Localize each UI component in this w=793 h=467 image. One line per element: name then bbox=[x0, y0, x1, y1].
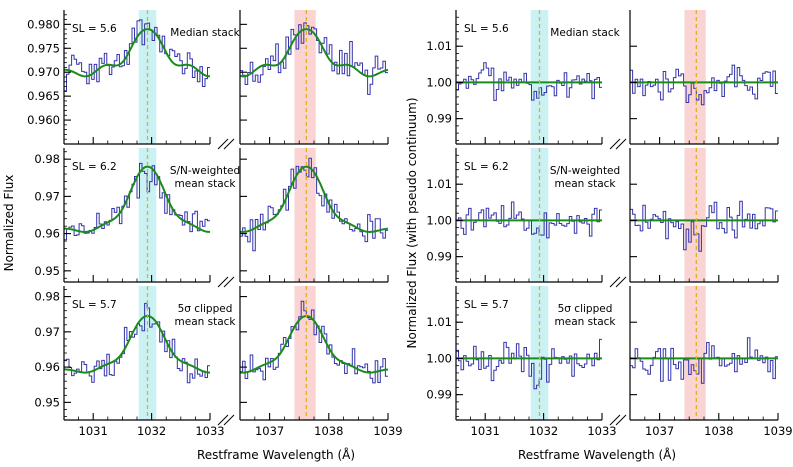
method-label: 5σ clipped bbox=[558, 303, 613, 315]
y-tick-label: 0.965 bbox=[27, 89, 60, 103]
y-tick-label: 0.96 bbox=[34, 227, 60, 241]
axis-break-mark bbox=[223, 414, 235, 426]
axis-break-mark bbox=[217, 414, 229, 426]
method-label-line2: mean stack bbox=[555, 316, 617, 328]
spectrum-line bbox=[456, 338, 602, 390]
x-tick-label: 1033 bbox=[195, 424, 224, 438]
significance-label: SL = 6.2 bbox=[72, 161, 117, 173]
axis-break-mark bbox=[615, 414, 627, 426]
fit-line bbox=[239, 315, 389, 374]
fit-line bbox=[239, 28, 389, 78]
spectrum-line bbox=[456, 201, 602, 239]
axis-break-mark bbox=[217, 276, 229, 288]
y-tick-label: 0.970 bbox=[27, 65, 60, 79]
panel-right-row2-seg1: 0.99 1.00 1.01 bbox=[426, 148, 627, 288]
x-tick-label: 1032 bbox=[529, 424, 558, 438]
axis-break-mark bbox=[217, 138, 229, 150]
axis-break-mark bbox=[615, 276, 627, 288]
y-tick-label: 1.00 bbox=[426, 351, 452, 365]
shaded-band bbox=[294, 148, 316, 282]
shaded-band bbox=[294, 286, 316, 420]
fit-line bbox=[239, 165, 389, 234]
panel-left-row3-seg2: 1037 1038 1039 bbox=[239, 286, 403, 438]
significance-label: SL = 6.2 bbox=[464, 161, 509, 173]
x-tick-label: 1033 bbox=[587, 424, 616, 438]
y-axis-title-right: Normalized Flux (with pseudo continuum) bbox=[405, 98, 419, 349]
significance-label: SL = 5.7 bbox=[72, 299, 117, 311]
shaded-band bbox=[684, 148, 706, 282]
y-tick-label: 0.97 bbox=[34, 189, 60, 203]
panel-left-row1-seg1: 0.960 0.965 0.970 0.975 0.980 bbox=[27, 10, 235, 150]
x-tick-label: 1039 bbox=[373, 424, 402, 438]
x-axis-title-right: Restframe Wavelength (Å) bbox=[518, 447, 676, 462]
panel-right-row3-seg2: 1037 1038 1039 bbox=[629, 286, 793, 438]
panels-layer: 0.960 0.965 0.970 0.975 0.980 SL = 5.6 Median … bbox=[27, 10, 793, 438]
method-label: Median stack bbox=[550, 27, 620, 39]
method-label-line2: mean stack bbox=[175, 316, 237, 328]
panel-left-row2-seg2 bbox=[239, 148, 389, 283]
method-label: S/N-weighted bbox=[550, 165, 620, 177]
x-tick-label: 1038 bbox=[704, 424, 733, 438]
spectrum-line bbox=[64, 19, 210, 92]
fit-line bbox=[64, 165, 211, 234]
method-label: 5σ clipped bbox=[178, 303, 233, 315]
y-tick-label: 0.95 bbox=[34, 395, 60, 409]
axis-break-mark bbox=[615, 138, 627, 150]
spectrum-line bbox=[630, 200, 778, 252]
x-tick-label: 1031 bbox=[79, 424, 108, 438]
method-label: Median stack bbox=[170, 27, 240, 39]
significance-label: SL = 5.6 bbox=[72, 23, 117, 35]
y-tick-label: 1.01 bbox=[426, 177, 452, 191]
y-tick-label: 0.960 bbox=[27, 113, 60, 127]
method-label-line2: mean stack bbox=[555, 178, 617, 190]
shaded-band bbox=[684, 10, 706, 144]
y-tick-label: 0.95 bbox=[34, 264, 60, 278]
significance-label: SL = 5.7 bbox=[464, 299, 509, 311]
method-label: S/N-weighted bbox=[170, 165, 240, 177]
y-tick-label: 0.99 bbox=[426, 112, 452, 126]
panel-left-row2-seg1: 0.95 0.96 0.97 0.98 bbox=[34, 148, 235, 288]
panel-right-row1-seg1: 0.99 1.00 1.01 bbox=[426, 10, 627, 150]
y-tick-label: 0.98 bbox=[34, 290, 60, 304]
y-tick-label: 1.00 bbox=[426, 75, 452, 89]
axis-break-mark bbox=[609, 138, 621, 150]
panel-left-row1-seg2 bbox=[239, 10, 389, 145]
axis-break-mark bbox=[223, 138, 235, 150]
x-tick-label: 1037 bbox=[645, 424, 674, 438]
x-tick-label: 1032 bbox=[137, 424, 166, 438]
panel-right-row3-seg1: 0.99 1.00 1.01 1031 1032 1033 bbox=[426, 286, 627, 438]
x-axis-title-left: Restframe Wavelength (Å) bbox=[197, 447, 355, 462]
significance-label: SL = 5.6 bbox=[464, 23, 509, 35]
y-tick-label: 1.00 bbox=[426, 213, 452, 227]
y-tick-label: 0.975 bbox=[27, 41, 60, 55]
y-axis-title-left: Normalized Flux bbox=[2, 175, 16, 272]
spectrum-line bbox=[64, 162, 210, 241]
y-tick-label: 0.98 bbox=[34, 152, 60, 166]
x-tick-label: 1031 bbox=[471, 424, 500, 438]
axis-break-mark bbox=[223, 276, 235, 288]
shaded-band bbox=[294, 10, 316, 144]
y-tick-label: 0.99 bbox=[426, 250, 452, 264]
fit-line bbox=[64, 315, 210, 374]
y-tick-label: 1.01 bbox=[426, 315, 452, 329]
x-tick-label: 1037 bbox=[255, 424, 284, 438]
y-tick-label: 0.980 bbox=[27, 17, 60, 31]
fit-line bbox=[64, 28, 211, 78]
axis-break-mark bbox=[609, 414, 621, 426]
y-tick-label: 0.96 bbox=[34, 360, 60, 374]
panel-right-row1-seg2 bbox=[629, 10, 779, 145]
y-tick-label: 1.01 bbox=[426, 39, 452, 53]
method-label-line2: mean stack bbox=[175, 178, 237, 190]
shaded-band bbox=[684, 286, 706, 420]
axis-break-mark bbox=[609, 276, 621, 288]
panel-right-row2-seg2 bbox=[629, 148, 779, 283]
panel-left-row3-seg1: 0.95 0.96 0.97 0.98 1031 1032 1033 bbox=[34, 286, 235, 438]
y-tick-label: 0.97 bbox=[34, 325, 60, 339]
y-tick-label: 0.99 bbox=[426, 388, 452, 402]
spectrum-line bbox=[456, 62, 602, 101]
x-tick-label: 1039 bbox=[763, 424, 792, 438]
spectrum-line bbox=[630, 64, 778, 106]
x-tick-label: 1038 bbox=[314, 424, 343, 438]
